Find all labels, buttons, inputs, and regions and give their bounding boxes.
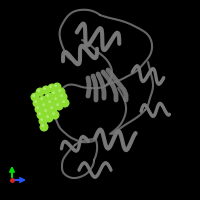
Circle shape (52, 82, 62, 92)
Circle shape (44, 92, 54, 102)
Circle shape (32, 94, 35, 97)
Circle shape (52, 91, 55, 94)
Circle shape (40, 102, 50, 110)
Circle shape (62, 100, 65, 103)
Circle shape (58, 92, 68, 102)
Circle shape (42, 108, 52, 116)
Circle shape (40, 122, 48, 132)
Circle shape (42, 103, 45, 106)
Circle shape (32, 98, 42, 108)
Circle shape (46, 98, 56, 108)
Circle shape (44, 109, 47, 112)
Circle shape (52, 112, 55, 115)
Circle shape (36, 106, 39, 109)
Circle shape (30, 92, 40, 102)
Circle shape (38, 116, 48, 126)
Circle shape (52, 96, 62, 104)
Circle shape (50, 90, 60, 98)
Circle shape (38, 112, 41, 115)
Circle shape (54, 84, 57, 87)
Circle shape (54, 97, 57, 100)
Circle shape (40, 118, 43, 121)
Circle shape (43, 87, 46, 90)
Circle shape (38, 96, 48, 104)
Circle shape (37, 89, 40, 92)
Circle shape (42, 86, 50, 95)
Circle shape (50, 110, 60, 119)
Circle shape (46, 115, 49, 118)
Circle shape (48, 104, 58, 114)
Circle shape (50, 106, 53, 109)
Circle shape (58, 89, 61, 92)
Circle shape (48, 100, 51, 103)
Circle shape (34, 100, 37, 103)
Circle shape (49, 85, 52, 88)
Circle shape (60, 98, 70, 108)
Circle shape (44, 114, 54, 122)
Circle shape (41, 124, 44, 127)
Circle shape (57, 88, 66, 97)
Circle shape (35, 104, 44, 114)
Circle shape (56, 103, 59, 106)
Circle shape (40, 97, 43, 100)
Circle shape (46, 94, 49, 97)
Circle shape (48, 84, 57, 92)
Circle shape (54, 102, 64, 110)
Circle shape (60, 94, 63, 97)
Circle shape (36, 88, 44, 97)
Circle shape (36, 110, 46, 119)
